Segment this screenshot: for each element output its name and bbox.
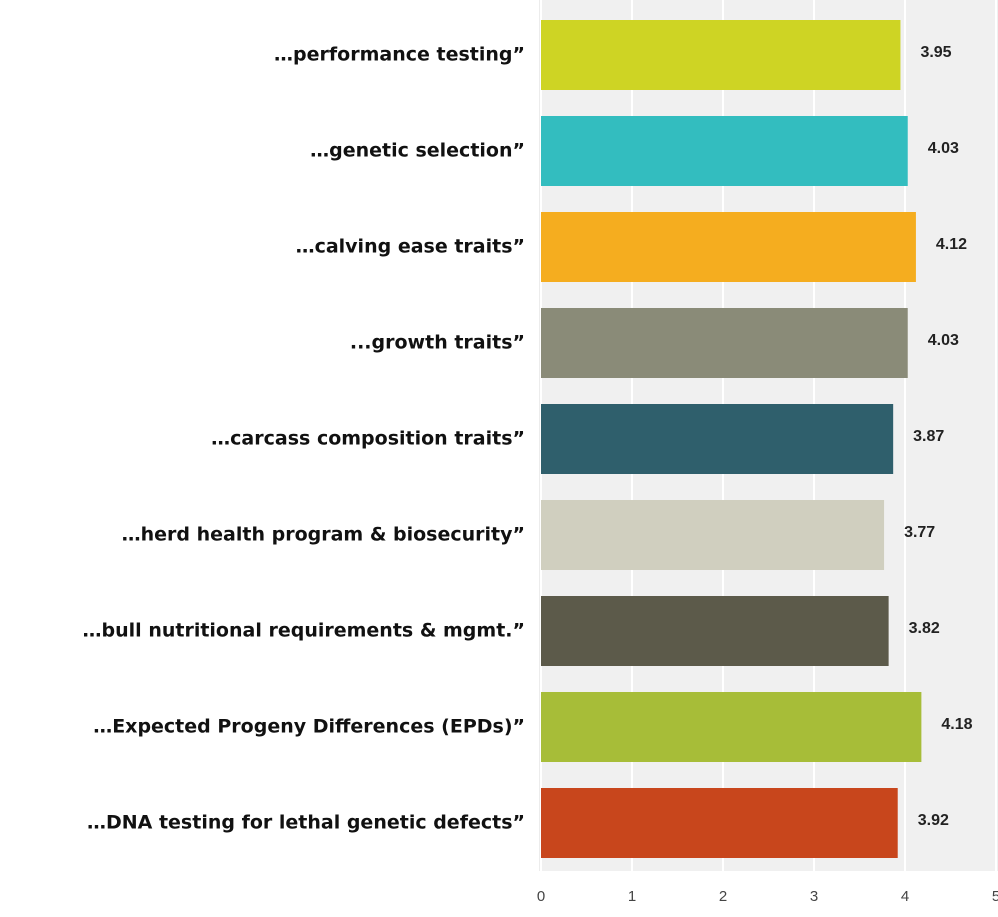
bar — [541, 692, 922, 762]
bar — [541, 308, 908, 378]
value-label: 4.03 — [928, 140, 959, 157]
category-label: …genetic selection” — [310, 140, 525, 162]
bar — [541, 404, 894, 474]
x-tick-label: 3 — [810, 888, 818, 905]
bar — [541, 596, 889, 666]
value-label: 3.82 — [909, 620, 940, 637]
bar — [541, 212, 916, 282]
category-label: …bull nutritional requirements & mgmt.” — [83, 620, 525, 642]
category-label: …performance testing” — [274, 44, 525, 66]
x-tick-label: 1 — [628, 888, 636, 905]
category-label: …calving ease traits” — [296, 236, 525, 258]
value-label: 3.87 — [913, 428, 944, 445]
x-tick-label: 2 — [719, 888, 727, 905]
category-label: …Expected Progeny Differences (EPDs)” — [93, 716, 525, 738]
value-label: 3.95 — [920, 44, 951, 61]
bar — [541, 500, 885, 570]
category-label: …herd health program & biosecurity” — [122, 524, 525, 546]
category-label: ...growth traits” — [350, 332, 525, 354]
x-tick-label: 5 — [992, 888, 998, 905]
value-label: 4.18 — [941, 716, 972, 733]
value-label: 3.92 — [918, 812, 949, 829]
value-label: 3.77 — [904, 524, 935, 541]
value-label: 4.03 — [928, 332, 959, 349]
x-tick-label: 4 — [901, 888, 909, 905]
x-tick-label: 0 — [537, 888, 545, 905]
bar — [541, 20, 901, 90]
category-label: …DNA testing for lethal genetic defects” — [87, 812, 525, 834]
value-label: 4.12 — [936, 236, 967, 253]
bar — [541, 788, 898, 858]
category-label: …carcass composition traits” — [211, 428, 525, 450]
bar — [541, 116, 908, 186]
